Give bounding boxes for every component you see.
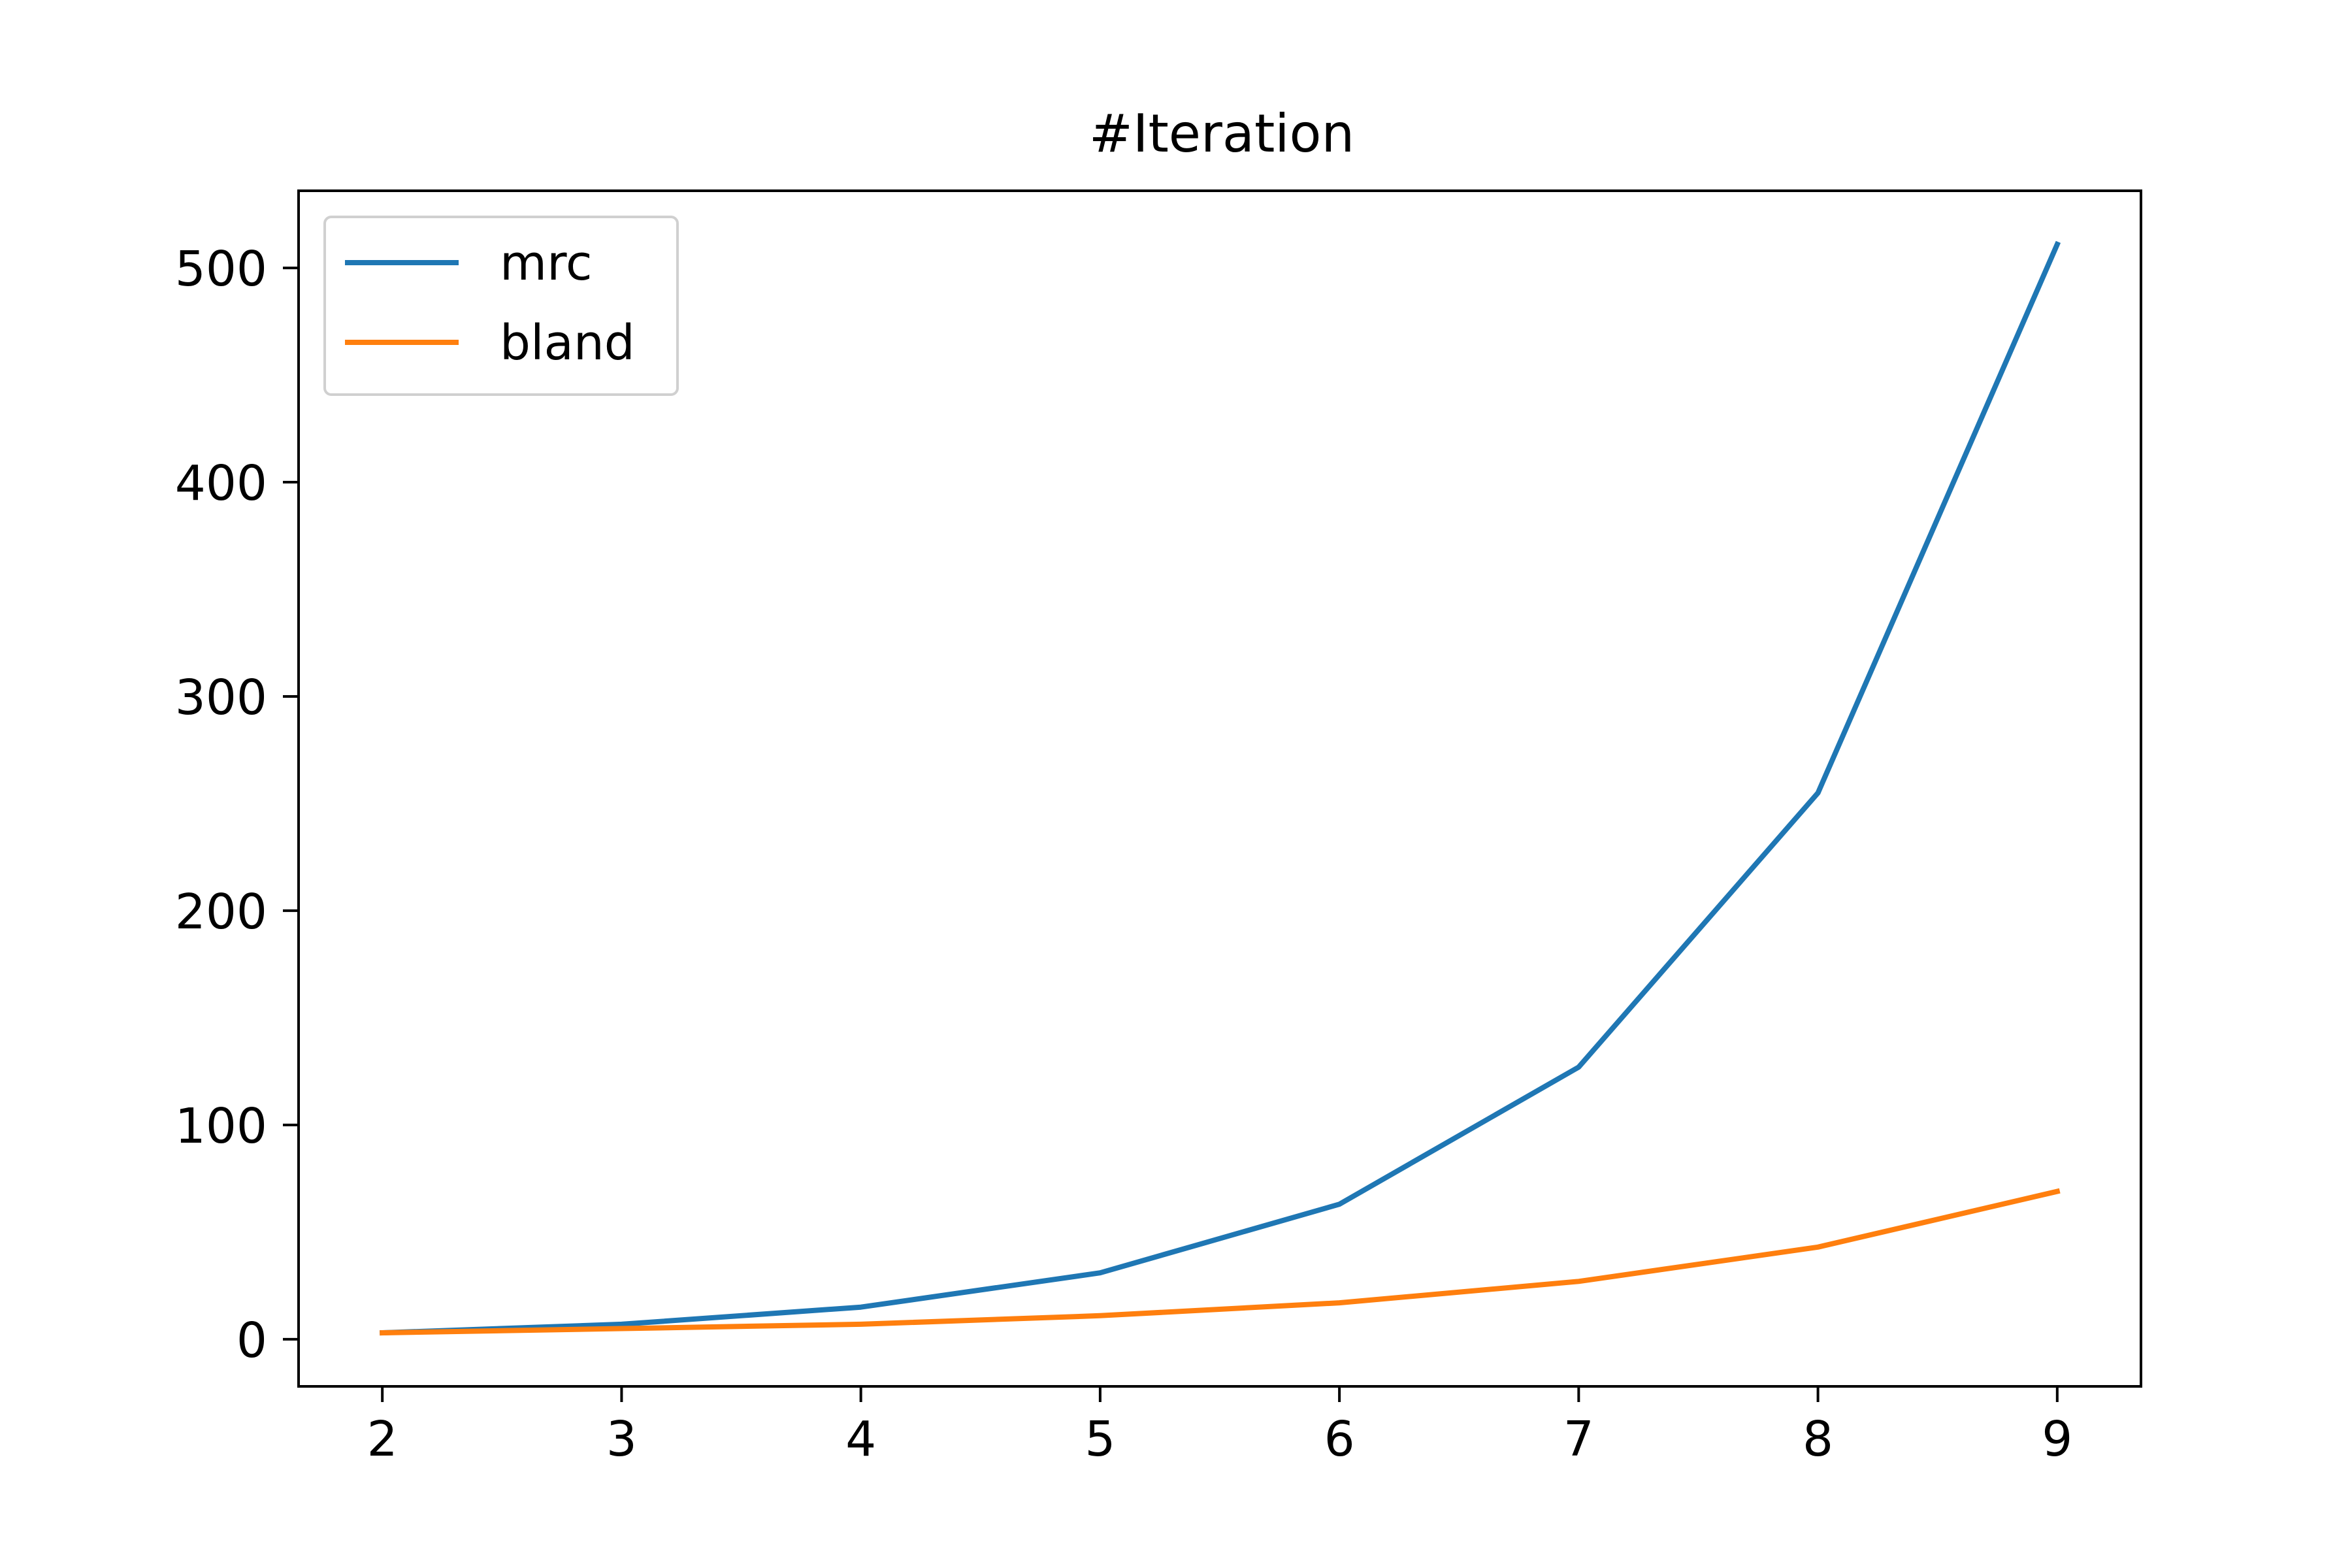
plot-frame xyxy=(297,189,2142,1388)
x-axis: 2 3 4 5 6 7 8 9 xyxy=(367,1386,2072,1467)
y-tick-label: 300 xyxy=(175,670,267,726)
x-tick-label: 2 xyxy=(367,1411,398,1467)
y-axis: 0 100 200 300 400 500 xyxy=(175,241,299,1369)
series-line-mrc xyxy=(380,240,2061,1336)
y-tick-label: 100 xyxy=(175,1098,267,1154)
x-tick-label: 7 xyxy=(1563,1411,1594,1467)
y-tick-label: 200 xyxy=(175,884,267,940)
legend-label-bland: bland xyxy=(500,315,635,371)
x-tick-label: 5 xyxy=(1085,1411,1115,1467)
y-tick-label: 0 xyxy=(237,1313,267,1369)
series-layer xyxy=(380,240,2061,1336)
x-tick-label: 4 xyxy=(845,1411,876,1467)
legend-items: mrc bland xyxy=(345,235,635,371)
x-tick-label: 3 xyxy=(606,1411,637,1467)
legend-label-mrc: mrc xyxy=(500,235,593,291)
series-line-bland xyxy=(380,1188,2061,1336)
chart-title: #Iteration xyxy=(1089,103,1354,164)
y-tick-label: 400 xyxy=(175,455,267,512)
x-tick-label: 8 xyxy=(1803,1411,1833,1467)
x-tick-label: 6 xyxy=(1324,1411,1355,1467)
y-tick-label: 500 xyxy=(175,241,267,297)
legend: mrc bland xyxy=(323,216,679,396)
x-tick-label: 9 xyxy=(2042,1411,2072,1467)
